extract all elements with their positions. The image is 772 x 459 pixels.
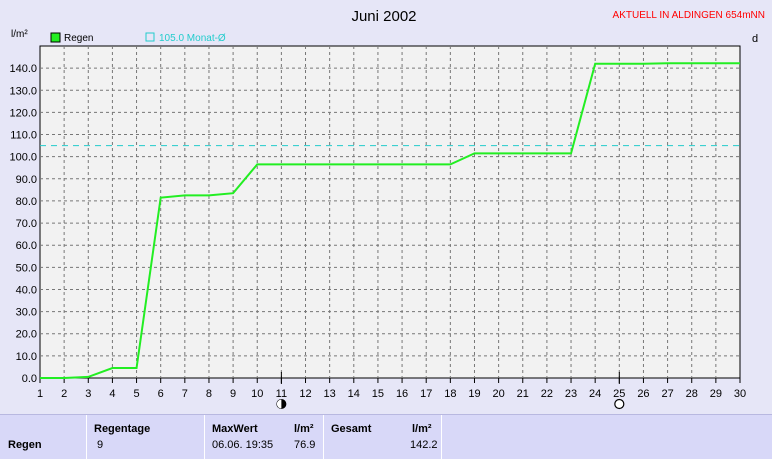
y-axis-ticks: 0.0 10.0 20.0 30.0 40.0 50.0 60.0 70.0 80.0 90.0 1… <box>9 63 37 385</box>
x-tick-label-17: 17 <box>420 388 432 400</box>
x-tick-label-22: 22 <box>541 388 553 400</box>
stats-label-cell: Regen <box>0 415 87 459</box>
x-tick-label-28: 28 <box>686 388 698 400</box>
full-moon-icon <box>614 398 625 410</box>
maxwert-date: 06.06. 19:35 <box>212 439 274 451</box>
plot-area <box>39 45 741 379</box>
x-tick-label-15: 15 <box>372 388 384 400</box>
x-tick-label-11: 11 <box>276 388 287 400</box>
gesamt-value: 142.2 <box>410 439 438 451</box>
y-tick-label-60: 60.0 <box>16 240 37 252</box>
x-tick-label-30: 30 <box>734 388 746 400</box>
x-tick-label-19: 19 <box>468 388 480 400</box>
x-tick-label-12: 12 <box>299 388 311 400</box>
x-tick-label-7: 7 <box>182 388 188 400</box>
stats-gesamt-cell: Gesamt l/m² 142.2 <box>324 415 442 459</box>
moon-phase-markers <box>276 372 625 410</box>
y-tick-label-20: 20.0 <box>16 329 37 341</box>
y-tick-label-70: 70.0 <box>16 218 37 230</box>
x-tick-label-10: 10 <box>251 388 263 400</box>
x-tick-label-2: 2 <box>61 388 67 400</box>
x-tick-label-25: 25 <box>613 388 625 400</box>
y-tick-label-50: 50.0 <box>16 262 37 274</box>
y-tick-label-100: 100.0 <box>9 152 37 164</box>
x-tick-label-16: 16 <box>396 388 408 400</box>
y-tick-label-30: 30.0 <box>16 307 37 319</box>
y-tick-label-120: 120.0 <box>9 107 37 119</box>
y-tick-label-140: 140.0 <box>9 63 37 75</box>
y-tick-label-90: 90.0 <box>16 174 37 186</box>
right-edge-label: d <box>752 33 758 45</box>
maxwert-unit: l/m² <box>294 423 314 435</box>
legend-average-label: 105.0 Monat-Ø <box>159 33 226 44</box>
x-tick-label-18: 18 <box>444 388 456 400</box>
stats-maxwert-cell: MaxWert l/m² 06.06. 19:35 76.9 <box>205 415 324 459</box>
maxwert-value: 76.9 <box>294 439 316 451</box>
x-tick-label-27: 27 <box>661 388 673 400</box>
y-tick-label-10: 10.0 <box>16 351 37 363</box>
x-tick-label-3: 3 <box>85 388 91 400</box>
x-tick-label-4: 4 <box>109 388 115 400</box>
x-tick-label-8: 8 <box>206 388 212 400</box>
x-tick-label-24: 24 <box>589 388 601 400</box>
location-label: AKTUELL IN ALDINGEN 654mNN <box>613 10 765 21</box>
x-tick-label-5: 5 <box>133 388 139 400</box>
x-tick-label-21: 21 <box>517 388 529 400</box>
y-tick-label-80: 80.0 <box>16 196 37 208</box>
x-tick-label-23: 23 <box>565 388 577 400</box>
legend: Regen 105.0 Monat-Ø <box>50 32 226 44</box>
regentage-value: 9 <box>97 439 104 451</box>
y-tick-label-0: 0.0 <box>22 373 37 385</box>
new-moon-icon-highlight <box>276 399 282 409</box>
maxwert-header: MaxWert <box>212 423 258 435</box>
x-tick-label-6: 6 <box>158 388 164 400</box>
y-tick-label-40: 40.0 <box>16 284 37 296</box>
x-tick-label-20: 20 <box>492 388 504 400</box>
x-axis-ticks: 1 2 3 4 5 6 7 8 9 10 11 12 13 14 15 16 17 18 19 20 21 22 23 24 2… <box>37 378 746 400</box>
rain-chart: Juni 2002 AKTUELL IN ALDINGEN 654mNN l/m… <box>9 8 765 410</box>
gesamt-header: Gesamt <box>331 423 372 435</box>
chart-title: Juni 2002 <box>351 8 416 25</box>
x-tick-label-14: 14 <box>348 388 360 400</box>
x-tick-label-13: 13 <box>324 388 336 400</box>
x-tick-label-9: 9 <box>230 388 236 400</box>
regentage-header: Regentage <box>94 423 151 435</box>
legend-regen-swatch <box>50 32 61 43</box>
grid <box>40 46 740 378</box>
y-tick-label-130: 130.0 <box>9 85 37 97</box>
x-tick-label-26: 26 <box>637 388 649 400</box>
x-tick-label-29: 29 <box>710 388 722 400</box>
legend-average-swatch <box>145 32 155 42</box>
stats-row-label: Regen <box>8 439 42 451</box>
series-line-regen <box>40 62 740 379</box>
y-tick-label-110: 110.0 <box>10 130 37 142</box>
stats-regentage-cell: Regentage 9 <box>87 415 205 459</box>
stats-panel: Regen Regentage 9 MaxWert l/m² 06.06. 19… <box>0 414 772 459</box>
gesamt-unit: l/m² <box>412 423 432 435</box>
y-axis-label: l/m² <box>11 29 28 40</box>
x-tick-label-1: 1 <box>37 388 43 400</box>
legend-regen-label: Regen <box>64 33 93 44</box>
